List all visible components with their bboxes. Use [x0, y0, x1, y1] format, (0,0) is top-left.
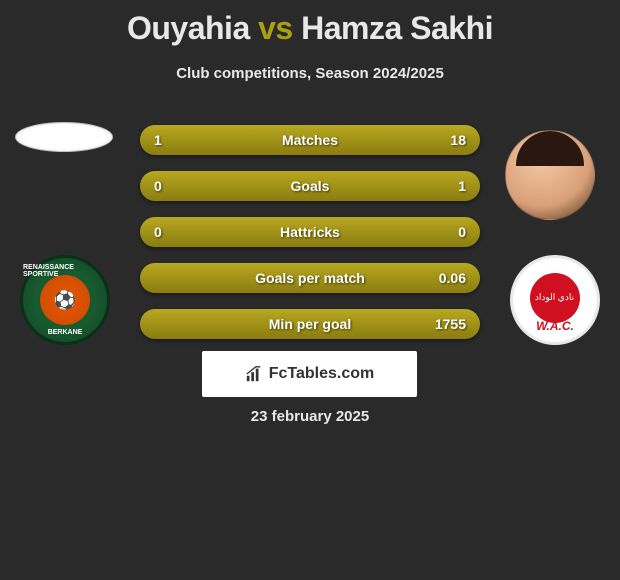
stat-row-goals-per-match: Goals per match 0.06 [140, 263, 480, 293]
stat-label: Min per goal [140, 316, 480, 332]
club1-name-bottom: BERKANE [48, 329, 83, 336]
club2-badge: نادي الوداد W.A.C. [510, 255, 600, 345]
player1-avatar [15, 122, 113, 152]
chart-icon [245, 365, 263, 383]
stats-table: 1 Matches 18 0 Goals 1 0 Hattricks 0 Goa… [140, 125, 480, 355]
club2-arabic: نادي الوداد [530, 273, 580, 323]
player2-avatar [505, 130, 595, 220]
brand-box[interactable]: FcTables.com [202, 351, 417, 397]
comparison-title: Ouyahia vs Hamza Sakhi [0, 0, 620, 47]
player2-name: Hamza Sakhi [301, 10, 493, 46]
player1-name: Ouyahia [127, 10, 250, 46]
club1-badge: RENAISSANCE SPORTIVE ⚽ BERKANE [20, 255, 110, 345]
stat-label: Goals per match [140, 270, 480, 286]
stat-row-goals: 0 Goals 1 [140, 171, 480, 201]
subtitle: Club competitions, Season 2024/2025 [0, 65, 620, 82]
club1-name-top: RENAISSANCE SPORTIVE [23, 264, 107, 278]
stat-label: Goals [140, 178, 480, 194]
vs-separator: vs [258, 10, 293, 46]
stat-label: Hattricks [140, 224, 480, 240]
stat-label: Matches [140, 132, 480, 148]
stat-row-hattricks: 0 Hattricks 0 [140, 217, 480, 247]
date-label: 23 february 2025 [0, 408, 620, 425]
stat-row-min-per-goal: Min per goal 1755 [140, 309, 480, 339]
club2-code: W.A.C. [523, 319, 588, 333]
brand-label: FcTables.com [269, 365, 375, 383]
club1-inner-icon: ⚽ [40, 275, 90, 325]
stat-row-matches: 1 Matches 18 [140, 125, 480, 155]
